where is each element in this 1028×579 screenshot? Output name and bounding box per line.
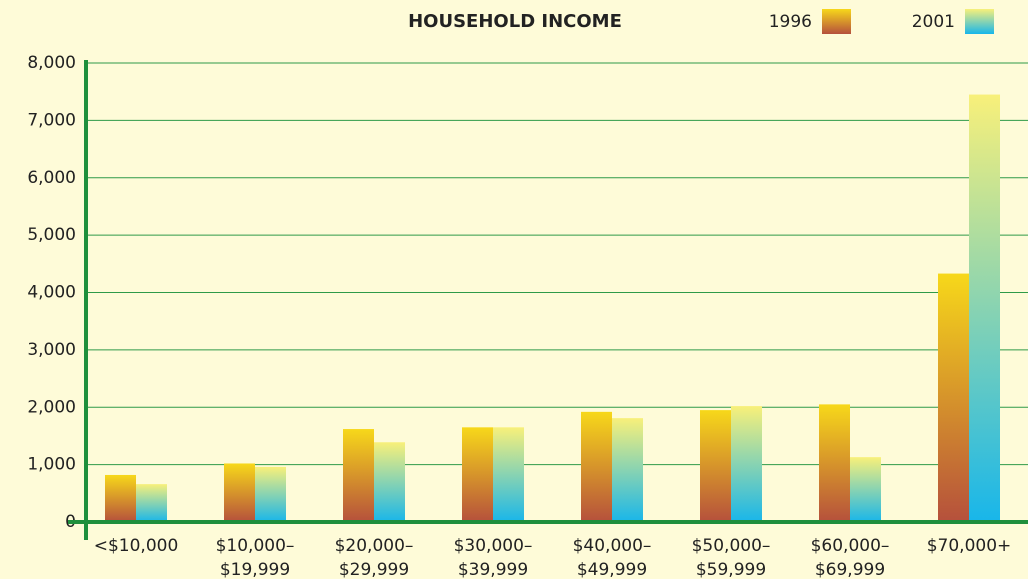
bar xyxy=(493,427,524,522)
bar xyxy=(700,410,731,522)
bar xyxy=(819,404,850,522)
x-tick-label: $29,999 xyxy=(339,560,409,579)
y-tick-label: 7,000 xyxy=(27,110,76,130)
y-tick-label: 5,000 xyxy=(27,225,76,245)
bar xyxy=(343,429,374,522)
bar xyxy=(224,463,255,522)
legend-swatch xyxy=(822,9,851,34)
bar xyxy=(105,474,136,522)
legend-label: 2001 xyxy=(912,12,955,32)
x-tick-label: $30,000– xyxy=(454,536,533,556)
bar xyxy=(374,442,405,522)
y-tick-label: 8,000 xyxy=(27,53,76,73)
x-tick-label: $19,999 xyxy=(220,560,290,579)
x-tick-label: $70,000+ xyxy=(927,536,1012,556)
legend-label: 1996 xyxy=(769,12,812,32)
y-tick-label: 6,000 xyxy=(27,168,76,188)
y-tick-label: 4,000 xyxy=(27,283,76,303)
x-tick-label: $69,999 xyxy=(815,560,885,579)
bar xyxy=(255,466,286,522)
bar xyxy=(136,484,167,522)
x-tick-label: $39,999 xyxy=(458,560,528,579)
y-tick-label: 3,000 xyxy=(27,340,76,360)
y-tick-label: 2,000 xyxy=(27,397,76,417)
y-tick-label: 1,000 xyxy=(27,455,76,475)
x-tick-label: $60,000– xyxy=(811,536,890,556)
x-tick-label: $10,000– xyxy=(216,536,295,556)
x-tick-label: $50,000– xyxy=(692,536,771,556)
legend-swatch xyxy=(965,9,994,34)
bar xyxy=(462,427,493,522)
chart-title: HOUSEHOLD INCOME xyxy=(408,11,622,32)
bar xyxy=(938,273,969,522)
x-tick-label: $49,999 xyxy=(577,560,647,579)
bar xyxy=(969,94,1000,523)
x-tick-label: $40,000– xyxy=(573,536,652,556)
x-tick-label: $59,999 xyxy=(696,560,766,579)
bar xyxy=(850,457,881,522)
bar xyxy=(581,411,612,522)
bar xyxy=(612,418,643,522)
bar xyxy=(731,406,762,522)
x-tick-label: $20,000– xyxy=(335,536,414,556)
x-tick-label: <$10,000 xyxy=(94,536,179,556)
